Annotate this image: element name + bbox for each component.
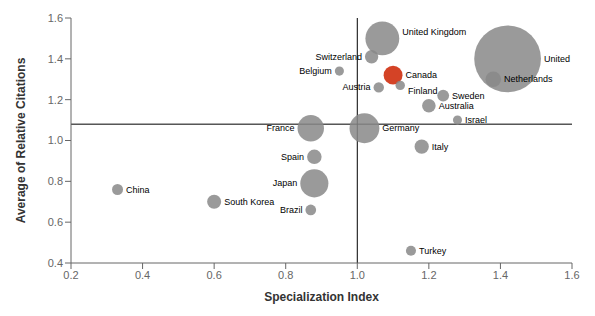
svg-text:1.6: 1.6 (564, 269, 579, 281)
svg-text:1.2: 1.2 (48, 94, 63, 106)
svg-text:1.2: 1.2 (421, 269, 436, 281)
svg-text:China: China (126, 185, 150, 195)
svg-text:1.6: 1.6 (48, 12, 63, 24)
svg-text:0.6: 0.6 (206, 269, 221, 281)
svg-text:Sweden: Sweden (452, 91, 485, 101)
svg-text:Brazil: Brazil (280, 205, 303, 215)
svg-text:1.0: 1.0 (48, 134, 63, 146)
svg-text:Italy: Italy (432, 142, 449, 152)
svg-text:Australia: Australia (439, 101, 474, 111)
svg-text:Switzerland: Switzerland (315, 52, 362, 62)
svg-text:Japan: Japan (273, 178, 298, 188)
svg-text:United Kingdom: United Kingdom (402, 27, 466, 37)
svg-text:0.6: 0.6 (48, 216, 63, 228)
svg-text:1.4: 1.4 (48, 53, 63, 65)
svg-text:France: France (267, 123, 295, 133)
svg-text:Turkey: Turkey (419, 246, 447, 256)
svg-text:1.4: 1.4 (493, 269, 508, 281)
svg-text:Canada: Canada (406, 70, 438, 80)
svg-text:0.4: 0.4 (48, 257, 63, 269)
svg-text:Belgium: Belgium (299, 66, 332, 76)
svg-text:0.2: 0.2 (63, 269, 78, 281)
svg-text:Netherlands: Netherlands (504, 74, 553, 84)
svg-text:0.4: 0.4 (135, 269, 150, 281)
svg-text:1.0: 1.0 (350, 269, 365, 281)
svg-text:Spain: Spain (281, 152, 304, 162)
svg-text:Israel: Israel (465, 115, 487, 125)
svg-text:South Korea: South Korea (224, 197, 274, 207)
svg-text:0.8: 0.8 (48, 175, 63, 187)
svg-text:0.8: 0.8 (278, 269, 293, 281)
svg-text:Average of Relative Citations: Average of Relative Citations (14, 57, 28, 223)
svg-text:Germany: Germany (382, 123, 420, 133)
svg-text:United States: United States (544, 54, 572, 64)
svg-text:Specialization Index: Specialization Index (264, 290, 379, 304)
svg-text:Finland: Finland (408, 86, 438, 96)
svg-text:Austria: Austria (343, 82, 371, 92)
